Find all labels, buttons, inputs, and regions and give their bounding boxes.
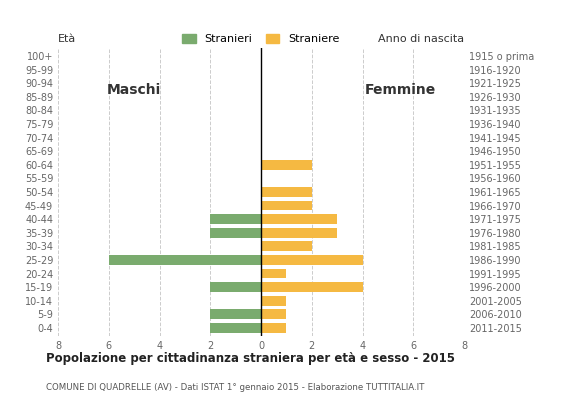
Bar bbox=[261, 201, 312, 210]
Bar bbox=[261, 282, 362, 292]
Legend: Stranieri, Straniere: Stranieri, Straniere bbox=[178, 29, 344, 48]
Text: Età: Età bbox=[58, 34, 76, 44]
Bar bbox=[261, 214, 337, 224]
Text: Maschi: Maschi bbox=[107, 83, 161, 97]
Bar bbox=[210, 214, 261, 224]
Bar bbox=[109, 255, 261, 265]
Bar bbox=[261, 255, 362, 265]
Bar bbox=[261, 296, 287, 306]
Bar bbox=[210, 282, 261, 292]
Text: COMUNE DI QUADRELLE (AV) - Dati ISTAT 1° gennaio 2015 - Elaborazione TUTTITALIA.: COMUNE DI QUADRELLE (AV) - Dati ISTAT 1°… bbox=[46, 383, 425, 392]
Bar bbox=[210, 309, 261, 319]
Text: Anno di nascita: Anno di nascita bbox=[378, 34, 464, 44]
Bar bbox=[261, 242, 312, 251]
Bar bbox=[261, 309, 287, 319]
Bar bbox=[261, 269, 287, 278]
Text: Popolazione per cittadinanza straniera per età e sesso - 2015: Popolazione per cittadinanza straniera p… bbox=[46, 352, 455, 365]
Bar bbox=[261, 160, 312, 170]
Bar bbox=[261, 228, 337, 238]
Bar bbox=[261, 187, 312, 197]
Text: Femmine: Femmine bbox=[365, 83, 436, 97]
Bar bbox=[261, 323, 287, 333]
Bar bbox=[210, 323, 261, 333]
Bar bbox=[210, 228, 261, 238]
